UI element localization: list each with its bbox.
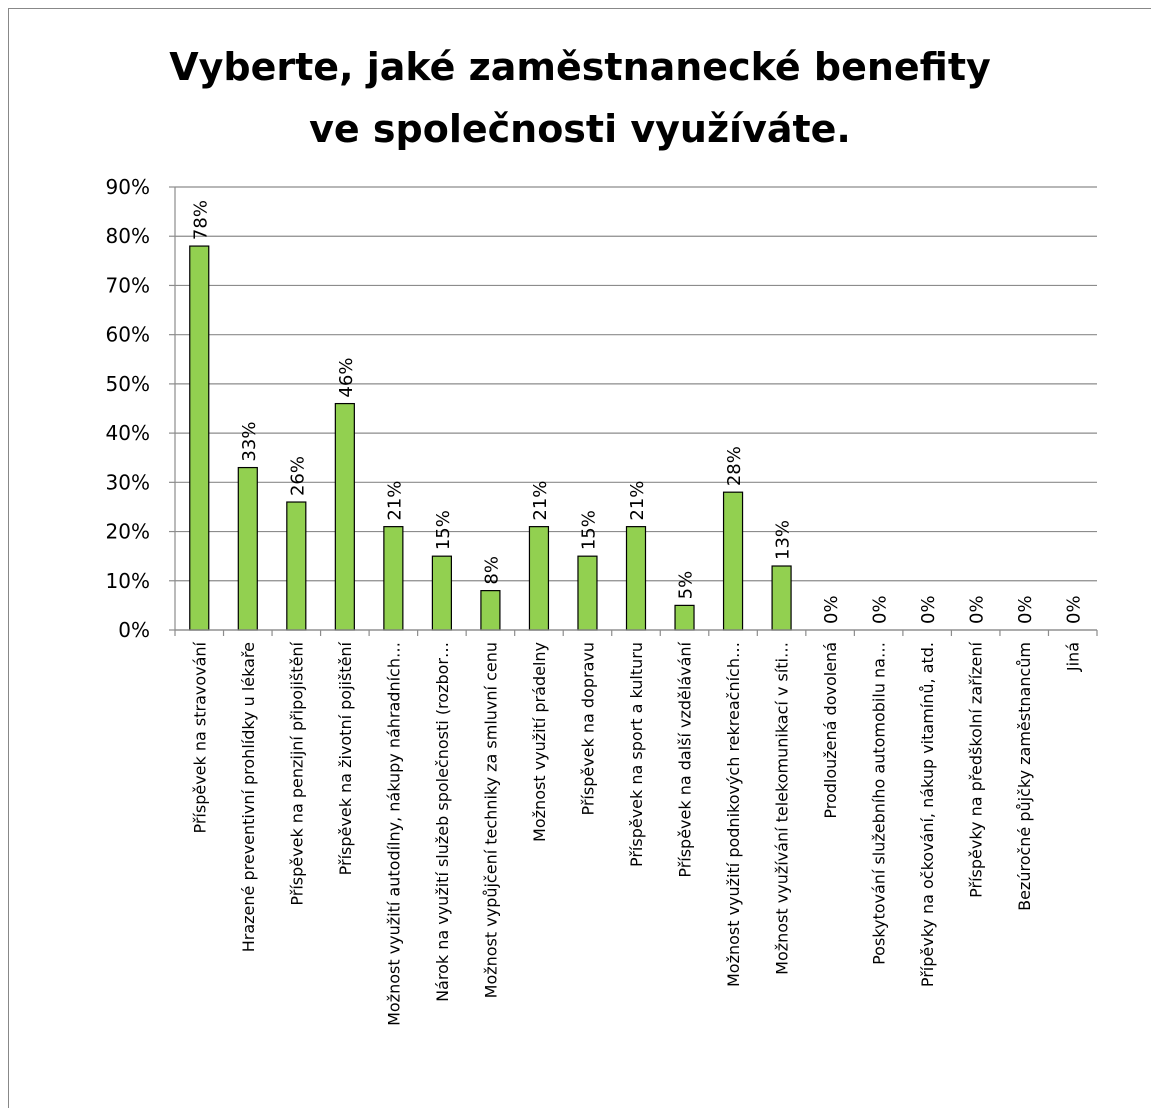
- bar: [334, 402, 355, 631]
- data-label: 13%: [773, 520, 794, 560]
- bar: [431, 555, 452, 631]
- data-label: 78%: [190, 200, 211, 240]
- data-label: 21%: [627, 481, 648, 521]
- x-tick-label: Možnost využití podnikových rekreačních…: [724, 642, 743, 987]
- data-label: 21%: [530, 481, 551, 521]
- bar: [722, 491, 744, 631]
- bar: [237, 466, 258, 631]
- x-tick-label: Bezúročné půjčky zaměstnancům: [1015, 642, 1034, 911]
- y-tick-label: 20%: [106, 520, 150, 544]
- x-tick-label: Přípěvky na očkování, nákup vitamínů, at…: [918, 642, 937, 987]
- y-tick-label: 0%: [118, 618, 150, 642]
- x-tick-label: Možnost využití autodílny, nákupy náhrad…: [384, 642, 403, 1026]
- x-tick-label: Příspěvek na životní pojištění: [336, 641, 355, 875]
- bar: [383, 526, 404, 631]
- y-tick-label: 70%: [106, 273, 150, 297]
- x-tick-label: Nárok na využití služeb společnosti (roz…: [433, 642, 452, 1002]
- x-tick-label: Možnost vypůjčení techniky za smluvní ce…: [481, 642, 500, 998]
- x-tick-label: Příspěvek na sport a kulturu: [627, 642, 646, 867]
- x-tick-label: Možnost využívání telekomunikací v síti…: [773, 642, 792, 975]
- bar: [528, 526, 550, 631]
- x-tick-label: Možnost využití prádelny: [530, 642, 549, 842]
- y-tick-label: 10%: [106, 569, 150, 593]
- y-tick-label: 30%: [106, 470, 150, 494]
- data-label: 0%: [1064, 595, 1085, 624]
- data-label: 8%: [481, 556, 502, 585]
- data-label: 0%: [870, 595, 891, 624]
- data-label: 0%: [918, 595, 939, 624]
- x-tick-label: Příspěvky na předškolní zařízení: [967, 641, 986, 897]
- bar: [674, 604, 695, 631]
- x-tick-label: Jiná: [1064, 642, 1083, 672]
- data-label: 0%: [821, 595, 842, 624]
- chart-frame: [8, 8, 1151, 1108]
- x-tick-label: Hrazené preventivní prohlídky u lékaře: [239, 642, 258, 952]
- chart-title: Vyberte, jaké zaměstnanecké benefity ve …: [169, 45, 991, 151]
- data-label: 0%: [1015, 595, 1036, 624]
- x-tick-label: Příspěvek na dopravu: [578, 642, 597, 816]
- bar: [286, 501, 307, 631]
- data-label: 46%: [336, 358, 357, 398]
- bar: [771, 565, 792, 631]
- data-label: 28%: [724, 446, 745, 486]
- x-tick-label: Příspěvek na stravování: [190, 641, 209, 833]
- y-tick-label: 90%: [106, 175, 150, 199]
- data-label: 21%: [384, 481, 405, 521]
- x-tick-label: Příspěvek na penzijní připojištění: [287, 641, 306, 905]
- bar: [480, 590, 501, 631]
- data-label: 15%: [578, 510, 599, 550]
- data-label: 33%: [239, 422, 260, 462]
- y-tick-label: 50%: [106, 372, 150, 396]
- x-tick-label: Prodloužená dovolená: [821, 642, 840, 819]
- data-label: 15%: [433, 510, 454, 550]
- y-tick-label: 40%: [106, 421, 150, 445]
- x-tick-label: Poskytování služebního automobilu na…: [870, 642, 889, 965]
- bar: [577, 555, 598, 631]
- data-label: 5%: [676, 571, 697, 600]
- bar: [189, 245, 210, 631]
- data-label: 26%: [287, 456, 308, 496]
- data-label: 0%: [967, 595, 988, 624]
- y-tick-label: 80%: [106, 224, 150, 248]
- bar: [625, 526, 647, 631]
- y-tick-label: 60%: [106, 323, 150, 347]
- x-tick-label: Příspěvek na další vzdělávání: [676, 641, 695, 877]
